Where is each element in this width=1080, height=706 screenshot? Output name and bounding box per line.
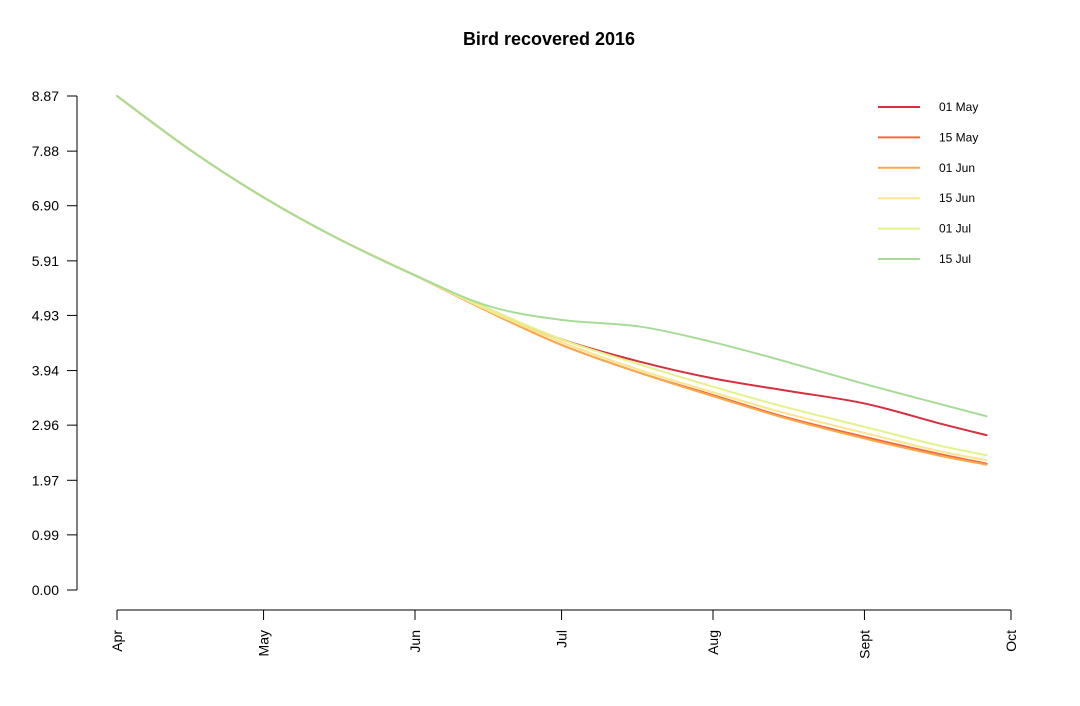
y-tick-label: 3.94 xyxy=(32,363,59,379)
y-tick-label: 0.00 xyxy=(32,582,59,598)
legend: 01 May 15 May 01 Jun 15 Jun 01 Jul 15 Jul xyxy=(878,100,978,266)
x-axis: Apr May Jun Jul Aug Sept Oct xyxy=(109,609,1019,659)
x-tick-label: Jun xyxy=(407,630,423,653)
x-tick-label: Oct xyxy=(1003,630,1019,652)
y-axis: 0.00 0.99 1.97 2.96 3.94 4.93 5.91 6.90 7.88 8.87 xyxy=(32,88,78,598)
y-tick-label: 1.97 xyxy=(32,472,59,488)
legend-label: 01 May xyxy=(939,100,978,114)
series-line-15-jun xyxy=(116,95,988,462)
x-tick-label: Jul xyxy=(554,630,570,648)
legend-label: 01 Jul xyxy=(939,222,971,236)
x-tick-label: Sept xyxy=(856,630,872,659)
series-line-01-jun xyxy=(116,95,988,466)
y-tick-label: 5.91 xyxy=(32,253,59,269)
y-tick-label: 8.87 xyxy=(32,88,59,104)
x-tick-label: May xyxy=(256,630,272,656)
y-tick-label: 7.88 xyxy=(32,143,59,159)
x-tick-label: Apr xyxy=(109,630,125,652)
x-ticks: Apr May Jun Jul Aug Sept Oct xyxy=(109,610,1019,659)
legend-label: 15 Jun xyxy=(939,191,975,205)
y-tick-label: 0.99 xyxy=(32,527,59,543)
series-lines xyxy=(116,95,988,466)
y-tick-label: 2.96 xyxy=(32,417,59,433)
legend-label: 01 Jun xyxy=(939,161,975,175)
series-line-15-jul xyxy=(116,95,988,418)
legend-label: 15 Jul xyxy=(939,252,971,266)
chart-title: Bird recovered 2016 xyxy=(463,29,635,49)
y-tick-label: 4.93 xyxy=(32,307,59,323)
y-tick-label: 6.90 xyxy=(32,198,59,214)
series-line-15-may xyxy=(116,95,988,465)
series-line-01-may xyxy=(116,95,988,437)
y-ticks: 0.00 0.99 1.97 2.96 3.94 4.93 5.91 6.90 7.88 8.87 xyxy=(32,88,77,598)
legend-label: 15 May xyxy=(939,130,978,144)
x-tick-label: Aug xyxy=(705,630,721,655)
